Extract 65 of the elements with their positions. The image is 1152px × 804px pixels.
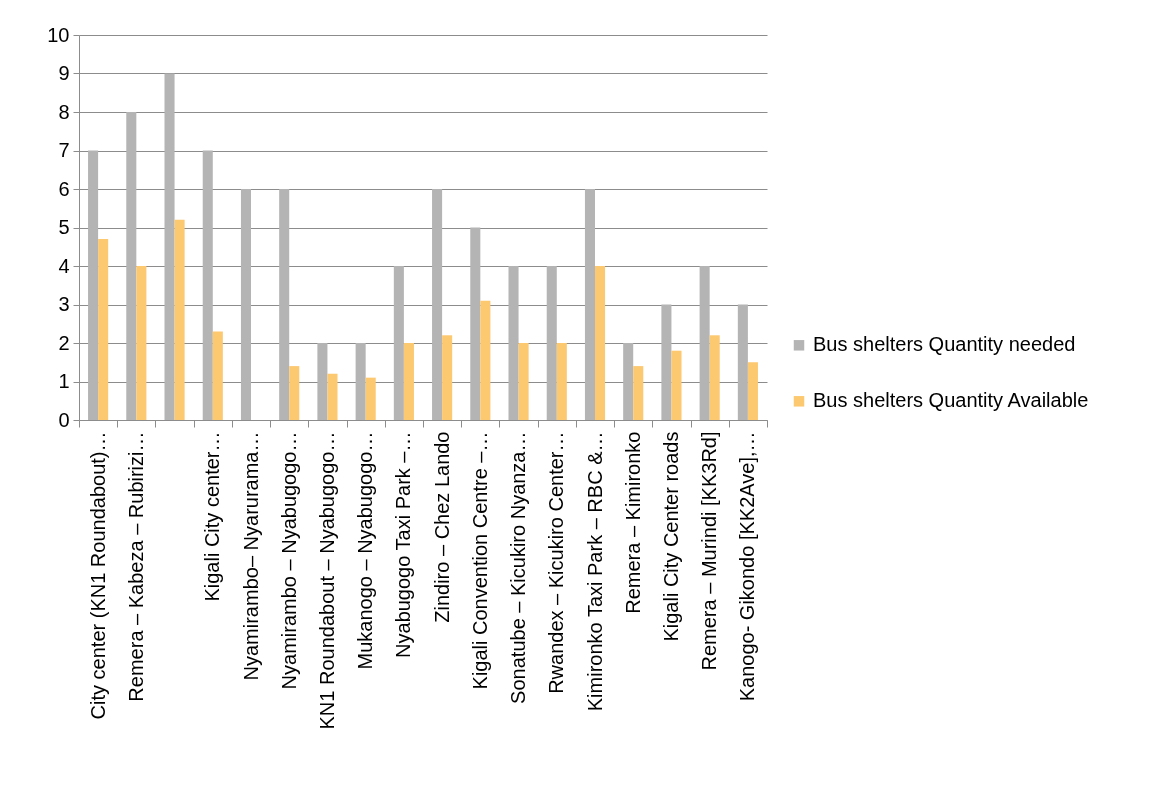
bar	[240, 189, 251, 420]
x-tick-label: Remera – Kabeza – Rubirizi…	[124, 431, 147, 702]
bar	[671, 350, 682, 420]
x-tick-label: Remera – Murindi [KK3Rd]	[698, 431, 721, 671]
y-tick-label: 1	[58, 370, 70, 392]
bar	[709, 335, 720, 420]
bar	[556, 343, 567, 420]
bar	[355, 343, 366, 420]
bar	[633, 366, 644, 420]
bar	[470, 227, 481, 420]
bar	[699, 266, 710, 420]
x-tick-label: KN1 Roundabout – Nyabugogo…	[315, 431, 338, 730]
bar	[546, 266, 557, 420]
bar	[623, 343, 634, 420]
bar	[518, 343, 529, 420]
legend-label: Bus shelters Quantity needed	[813, 333, 1076, 356]
bar	[98, 239, 109, 420]
bar	[174, 219, 185, 420]
y-tick-label: 10	[47, 23, 70, 46]
x-tick-label: Nyamirambo– Nyarurama…	[239, 431, 262, 681]
x-tick-label: Kigali City center…	[201, 431, 224, 602]
y-tick-label: 3	[58, 293, 70, 315]
legend-label: Bus shelters Quantity Available	[813, 389, 1089, 412]
bar	[365, 377, 376, 420]
x-tick-label: Kigali Convention Centre –…	[468, 431, 491, 690]
x-tick-label: Nyabugogo Taxi Park –…	[392, 431, 415, 658]
x-tick-label: Kanogo- Gikondo [KK2Ave],…	[736, 431, 759, 702]
y-tick-label: 7	[58, 139, 70, 161]
bar	[136, 266, 147, 420]
bar	[279, 189, 290, 420]
bar	[88, 150, 99, 420]
bar	[212, 331, 223, 420]
bar	[480, 300, 491, 420]
bar	[737, 304, 748, 420]
x-tick-label: Sonatube – Kicukiro Nyanza…	[507, 431, 530, 704]
bar	[747, 362, 758, 420]
bar	[327, 373, 338, 420]
x-tick-label: Remera – Kimironko	[621, 431, 644, 614]
x-tick-label: Kimironko Taxi Park – RBC &…	[583, 431, 606, 712]
y-tick-label: 6	[58, 177, 70, 200]
x-tick-label: Kigali City Center roads	[659, 431, 682, 642]
bar	[595, 266, 606, 420]
y-tick-label: 5	[58, 216, 70, 238]
bar	[584, 189, 595, 420]
bar	[164, 73, 175, 420]
y-tick-label: 0	[58, 408, 70, 431]
bar	[317, 343, 328, 420]
bar	[403, 343, 414, 420]
bar	[393, 266, 404, 420]
x-tick-label: Rwandex – Kicukiro Center…	[545, 431, 568, 694]
y-tick-label: 8	[58, 100, 70, 123]
x-tick-label: Mukanogo – Nyabugogo…	[354, 431, 377, 670]
y-tick-label: 9	[58, 62, 70, 84]
x-tick-label: Nyamirambo – Nyabugogo…	[277, 431, 300, 690]
bar	[508, 266, 519, 420]
bar	[661, 304, 672, 420]
bar	[432, 189, 443, 420]
bar	[289, 366, 300, 420]
bar	[202, 150, 213, 420]
y-tick-label: 2	[58, 331, 70, 354]
bar	[442, 335, 453, 420]
bar	[126, 112, 137, 420]
x-tick-label: Zindiro – Chez Lando	[430, 431, 453, 623]
y-tick-label: 4	[58, 254, 70, 277]
x-tick-label: City center (KN1 Roundabout)…	[86, 431, 109, 720]
